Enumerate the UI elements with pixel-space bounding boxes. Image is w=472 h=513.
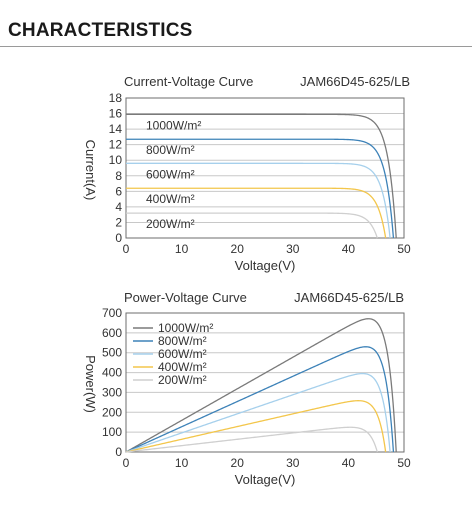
legend-label: 200W/m²: [158, 373, 207, 387]
x-tick-label: 40: [342, 242, 356, 256]
x-tick-label: 10: [175, 456, 189, 470]
series-label: 600W/m²: [146, 167, 195, 181]
y-axis-label: Power(W): [83, 355, 98, 413]
legend-label: 400W/m²: [158, 360, 207, 374]
y-tick-label: 14: [109, 122, 123, 136]
x-tick-label: 20: [231, 456, 245, 470]
legend-label: 800W/m²: [158, 334, 207, 348]
chart-title: Current-Voltage Curve: [124, 74, 253, 89]
pv-chart: 0 100 200 300 400 500 600 700 0 10 20 30 40 50 Power-V…: [83, 290, 411, 487]
section-divider: [0, 46, 472, 47]
chart-title: Power-Voltage Curve: [124, 290, 247, 305]
plot-frame: [125, 312, 405, 453]
y-tick-label: 700: [102, 306, 122, 320]
y-tick-label: 300: [102, 385, 122, 399]
series-line: [125, 318, 397, 453]
y-tick-label: 0: [115, 231, 122, 245]
legend-label: 600W/m²: [158, 347, 207, 361]
y-tick-label: 400: [102, 366, 122, 380]
x-tick-label: 30: [286, 456, 300, 470]
series-line: [125, 372, 391, 453]
plot-frame: [125, 97, 405, 239]
y-tick-label: 200: [102, 405, 122, 419]
series-line: [126, 187, 387, 239]
x-axis-label: Voltage(V): [235, 472, 296, 487]
x-tick-label: 50: [397, 242, 411, 256]
x-tick-label: 40: [342, 456, 356, 470]
x-axis-label: Voltage(V): [235, 258, 296, 273]
x-tick-label: 50: [397, 456, 411, 470]
y-tick-label: 500: [102, 346, 122, 360]
section-title: CHARACTERISTICS: [8, 20, 193, 41]
legend-label: 1000W/m²: [158, 321, 213, 335]
series-line: [126, 113, 397, 239]
y-tick-label: 100: [102, 425, 122, 439]
series-line: [125, 400, 387, 453]
y-tick-label: 2: [115, 215, 122, 229]
series-line: [126, 162, 391, 239]
y-tick-label: 8: [115, 169, 122, 183]
series-line: [126, 138, 395, 239]
y-tick-label: 16: [109, 107, 123, 121]
y-tick-label: 12: [109, 138, 123, 152]
series-label: 400W/m²: [146, 192, 195, 206]
x-tick-label: 30: [286, 242, 300, 256]
series-label: 1000W/m²: [146, 118, 201, 132]
x-tick-label: 20: [231, 242, 245, 256]
chart-model: JAM66D45-625/LB: [294, 290, 404, 305]
series-line: [125, 346, 395, 453]
y-axis-label: Current(A): [83, 140, 98, 201]
x-tick-label: 10: [175, 242, 189, 256]
chart-model: JAM66D45-625/LB: [300, 74, 410, 89]
x-tick-label: 0: [123, 456, 130, 470]
series-line: [125, 426, 378, 453]
series-label: 200W/m²: [146, 217, 195, 231]
x-tick-label: 0: [123, 242, 130, 256]
y-tick-label: 18: [109, 91, 123, 105]
series-line: [126, 212, 378, 239]
y-tick-label: 6: [115, 184, 122, 198]
y-tick-label: 600: [102, 326, 122, 340]
y-tick-label: 0: [115, 445, 122, 459]
y-tick-label: 4: [115, 200, 122, 214]
y-tick-label: 10: [109, 153, 123, 167]
series-label: 800W/m²: [146, 143, 195, 157]
